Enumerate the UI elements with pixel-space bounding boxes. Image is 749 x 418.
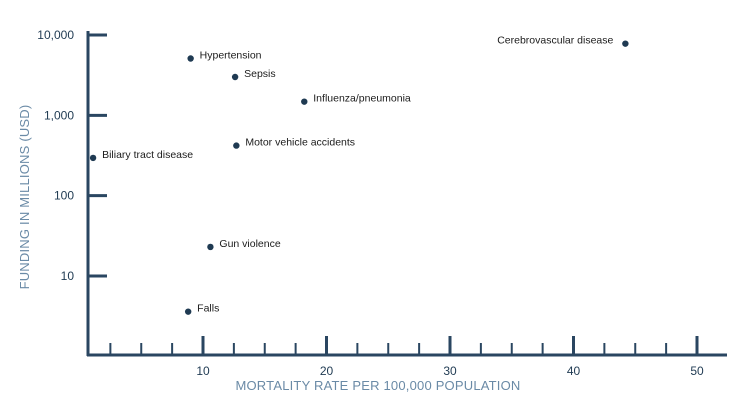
data-point-label: Hypertension	[200, 49, 262, 61]
data-point-group: Hypertension	[187, 49, 262, 62]
data-point-group: Motor vehicle accidents	[233, 137, 355, 149]
data-point-label: Biliary tract disease	[102, 149, 193, 161]
y-axis-ticks: 10 100 1,000 10,000	[37, 28, 107, 283]
x-tick-label: 10	[196, 364, 210, 378]
x-tick-label: 50	[690, 364, 704, 378]
y-tick-label: 10	[61, 269, 75, 283]
x-axis-ticks: 10 20 30 40 50	[109, 336, 704, 378]
x-axis-title: MORTALITY RATE PER 100,000 POPULATION	[235, 378, 520, 393]
data-point-label: Gun violence	[219, 238, 280, 250]
data-point	[233, 142, 240, 149]
data-point	[622, 40, 629, 47]
data-point	[207, 243, 214, 251]
axes	[86, 31, 727, 357]
x-tick-label: 40	[567, 364, 581, 378]
x-tick-label: 30	[443, 364, 457, 378]
data-point-label: Cerebrovascular disease	[497, 35, 613, 47]
data-point-group: Influenza/pneumonia	[301, 93, 411, 105]
data-point-group: Biliary tract disease	[89, 149, 193, 162]
data-point-group: Sepsis	[231, 68, 276, 81]
data-point	[231, 73, 239, 81]
data-point	[184, 308, 192, 315]
data-point-label: Falls	[197, 303, 219, 315]
x-tick-label: 20	[320, 364, 334, 378]
y-tick-label: 100	[54, 189, 74, 203]
y-tick-label: 10,000	[37, 28, 74, 42]
data-point-label: Influenza/pneumonia	[313, 93, 411, 105]
data-point-label: Sepsis	[244, 68, 276, 80]
y-tick-label: 1,000	[44, 108, 74, 122]
data-points: Cerebrovascular disease Hypertension Sepsi…	[89, 35, 629, 315]
data-point	[301, 98, 308, 105]
data-point-group: Falls	[184, 303, 219, 315]
data-point	[187, 55, 194, 62]
data-point	[89, 154, 97, 162]
y-axis-title: FUNDING IN MILLIONS (USD)	[17, 105, 32, 290]
data-point-group: Cerebrovascular disease	[497, 35, 629, 47]
data-point-group: Gun violence	[207, 238, 281, 251]
data-point-label: Motor vehicle accidents	[245, 137, 355, 149]
